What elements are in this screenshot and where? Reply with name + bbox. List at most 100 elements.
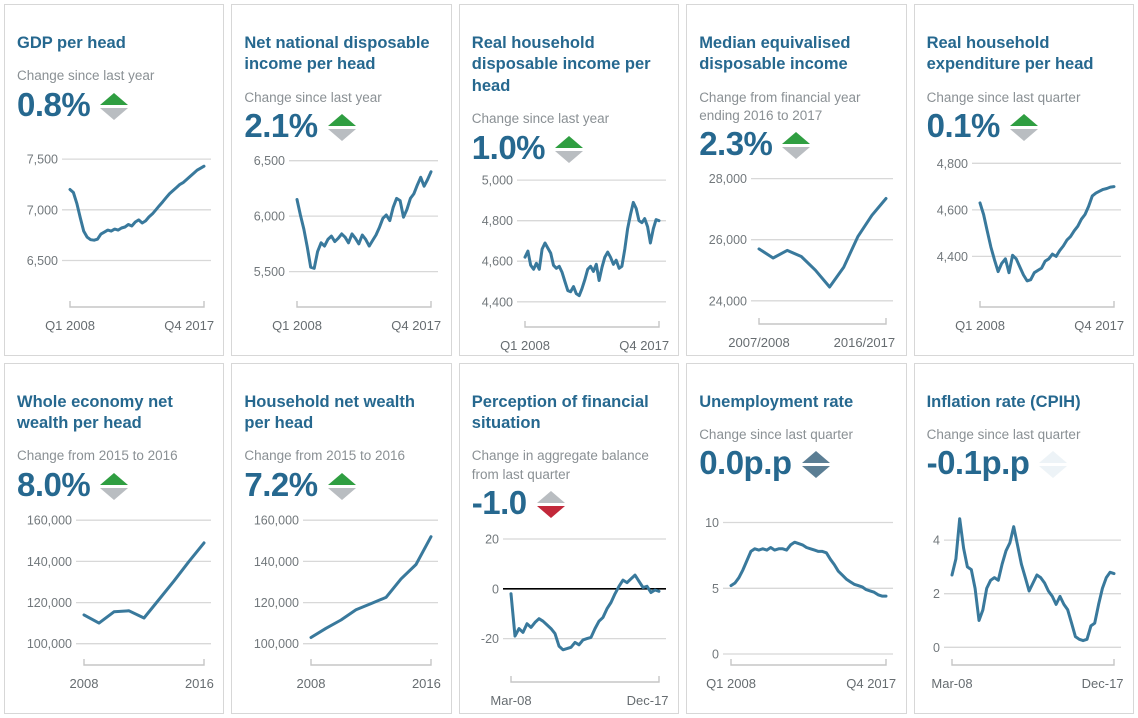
- change-indicator: [536, 490, 565, 518]
- svg-text:Dec-17: Dec-17: [1081, 676, 1123, 691]
- line-chart: 20 0 -20 Mar-08 Dec-17: [481, 533, 669, 709]
- svg-text:120,000: 120,000: [254, 596, 299, 610]
- metric-card[interactable]: Net national disposable income per head …: [231, 4, 452, 356]
- svg-text:7,000: 7,000: [27, 203, 58, 217]
- line-chart: 10 5 0 Q1 2008 Q4 2017: [705, 516, 896, 691]
- svg-text:4,400: 4,400: [936, 249, 967, 263]
- svg-text:4,400: 4,400: [482, 295, 513, 309]
- card-subtitle: Change from 2015 to 2016: [244, 448, 406, 464]
- svg-text:-20: -20: [481, 632, 499, 646]
- svg-text:Q1 2008: Q1 2008: [272, 318, 322, 333]
- card-subtitle: Change since last year: [471, 111, 610, 127]
- up-arrow-icon: [801, 451, 830, 464]
- svg-text:Mar-08: Mar-08: [490, 693, 531, 708]
- card-title: Median equivalised disposable income: [699, 34, 851, 74]
- svg-text:24,000: 24,000: [709, 294, 747, 308]
- line-chart: 4 2 0 Mar-08 Dec-17: [931, 517, 1123, 691]
- svg-text:160,000: 160,000: [254, 514, 299, 528]
- headline-value-row: 0.8%: [17, 86, 211, 123]
- line-chart: 160,000 140,000 120,000 100,000 2008 2016: [27, 514, 214, 691]
- sparkline-chart-wrap: 4,800 4,600 4,400 Q1 2008 Q4 2017: [927, 146, 1123, 347]
- headline-value-row: 7.2%: [244, 465, 438, 503]
- card-subtitle: Change since last quarter: [699, 426, 854, 442]
- headline-value: 0.0p.p: [699, 444, 792, 482]
- card-title: Net national disposable income per head: [244, 34, 430, 74]
- metric-card[interactable]: GDP per head Change since last year 0.8%…: [4, 4, 225, 356]
- metric-card[interactable]: Perception of financial situation Change…: [458, 362, 680, 714]
- line-chart: 7,500 7,000 6,500 Q1 2008 Q4 2017: [27, 152, 214, 333]
- down-arrow-icon: [327, 129, 356, 142]
- down-arrow-icon: [801, 466, 830, 479]
- svg-text:Q1 2008: Q1 2008: [45, 318, 95, 333]
- change-indicator: [1009, 114, 1038, 142]
- up-arrow-icon: [536, 490, 565, 503]
- svg-text:6,000: 6,000: [254, 209, 285, 223]
- sparkline-chart-wrap: 10 5 0 Q1 2008 Q4 2017: [699, 504, 896, 705]
- metric-card[interactable]: Real household disposable income per hea…: [458, 4, 680, 356]
- svg-text:Q4 2017: Q4 2017: [164, 318, 214, 333]
- headline-value: 7.2%: [244, 465, 318, 503]
- card-title: GDP per head: [17, 34, 126, 52]
- line-chart: 5,000 4,800 4,600 4,400 Q1 2008 Q4 2017: [482, 173, 669, 353]
- svg-text:5: 5: [712, 582, 719, 596]
- sparkline-chart-wrap: 5,000 4,800 4,600 4,400 Q1 2008 Q4 2017: [472, 166, 669, 355]
- svg-text:26,000: 26,000: [709, 233, 747, 247]
- headline-value: -1.0: [471, 483, 527, 521]
- card-title: Inflation rate (CPIH): [926, 392, 1081, 411]
- headline-value-row: 0.0p.p: [699, 444, 893, 482]
- down-arrow-icon: [100, 487, 129, 500]
- up-arrow-icon: [782, 132, 811, 145]
- card-subtitle: Change from 2015 to 2016: [17, 448, 178, 464]
- line-chart: 160,000 140,000 120,000 100,000 2008 2016: [254, 514, 441, 691]
- svg-text:Mar-08: Mar-08: [931, 676, 972, 691]
- metric-card[interactable]: Household net wealth per head Change fro…: [231, 362, 452, 714]
- change-indicator: [100, 92, 129, 120]
- svg-text:4,600: 4,600: [482, 255, 513, 269]
- svg-text:0: 0: [712, 648, 719, 662]
- headline-value-row: 1.0%: [472, 129, 666, 166]
- sparkline-chart-wrap: 20 0 -20 Mar-08 Dec-17: [472, 521, 669, 713]
- card-subtitle: Change since last quarter: [926, 89, 1081, 105]
- svg-text:2016: 2016: [412, 676, 441, 691]
- svg-text:4,800: 4,800: [482, 214, 513, 228]
- up-arrow-icon: [555, 135, 584, 148]
- svg-text:28,000: 28,000: [709, 172, 747, 186]
- card-title: Perception of financial situation: [471, 392, 649, 432]
- card-title: Real household disposable income per hea…: [471, 34, 651, 95]
- headline-value-row: 2.1%: [244, 107, 438, 144]
- line-chart: 6,500 6,000 5,500 Q1 2008 Q4 2017: [254, 154, 441, 333]
- card-subtitle: Change since last quarter: [926, 426, 1081, 442]
- sparkline-chart-wrap: 7,500 7,000 6,500 Q1 2008 Q4 2017: [17, 146, 214, 347]
- metric-card[interactable]: Median equivalised disposable income Cha…: [686, 4, 907, 356]
- headline-value: 0.1%: [926, 107, 1001, 145]
- svg-text:0: 0: [492, 582, 499, 596]
- svg-text:4,800: 4,800: [936, 156, 967, 170]
- svg-text:2016/2017: 2016/2017: [834, 335, 895, 350]
- change-indicator: [1039, 451, 1068, 479]
- metric-card[interactable]: Real household expenditure per head Chan…: [913, 4, 1134, 356]
- metric-card[interactable]: Unemployment rate Change since last quar…: [686, 362, 907, 714]
- headline-value-row: -1.0: [471, 483, 666, 521]
- line-chart: 28,000 26,000 24,000 2007/2008 2016/2017: [709, 172, 895, 350]
- card-subtitle: Change from financial year ending 2016 t…: [699, 89, 861, 124]
- svg-text:4,600: 4,600: [936, 203, 967, 217]
- svg-text:Q1 2008: Q1 2008: [706, 676, 756, 691]
- headline-value: -0.1p.p: [926, 444, 1030, 482]
- change-indicator: [100, 472, 129, 500]
- svg-text:2008: 2008: [297, 676, 326, 691]
- metric-card[interactable]: Inflation rate (CPIH) Change since last …: [913, 362, 1134, 714]
- svg-text:100,000: 100,000: [254, 637, 299, 651]
- up-arrow-icon: [1039, 451, 1068, 464]
- sparkline-chart-wrap: 6,500 6,000 5,500 Q1 2008 Q4 2017: [244, 146, 441, 347]
- down-arrow-icon: [1009, 129, 1038, 142]
- card-title: Household net wealth per head: [244, 392, 415, 432]
- svg-text:Q4 2017: Q4 2017: [846, 676, 896, 691]
- card-title: Whole economy net wealth per head: [17, 392, 173, 432]
- sparkline-chart-wrap: 4 2 0 Mar-08 Dec-17: [927, 504, 1123, 705]
- svg-text:160,000: 160,000: [27, 514, 72, 528]
- change-indicator: [782, 132, 811, 160]
- svg-text:Q4 2017: Q4 2017: [619, 338, 669, 353]
- metric-card[interactable]: Whole economy net wealth per head Change…: [4, 362, 225, 714]
- svg-text:140,000: 140,000: [27, 555, 72, 569]
- svg-text:2016: 2016: [185, 676, 214, 691]
